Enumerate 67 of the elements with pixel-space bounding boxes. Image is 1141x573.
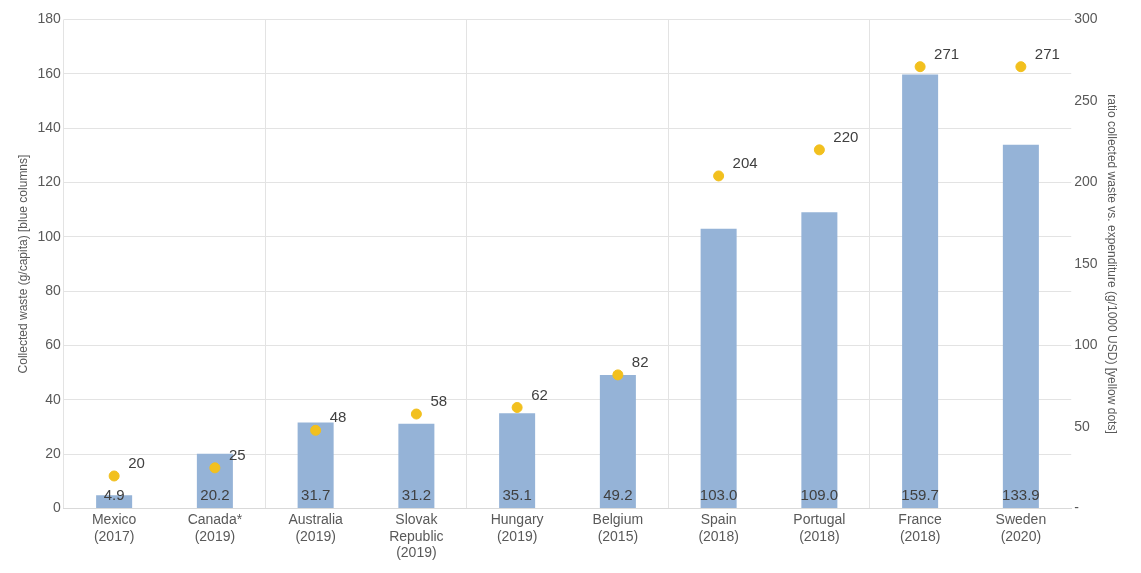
- data-label: 62: [531, 385, 548, 403]
- point: [713, 170, 725, 182]
- data-label: 48: [329, 408, 347, 426]
- y-tick-label: 80: [45, 282, 61, 299]
- bar: [499, 413, 536, 509]
- bar: [1002, 144, 1039, 509]
- y2-tick-label: 200: [1074, 173, 1098, 190]
- data-label: 31.2: [401, 486, 431, 504]
- bar: [700, 228, 737, 509]
- point: [108, 470, 120, 482]
- y2-tick-label: 50: [1074, 417, 1091, 434]
- point: [511, 402, 523, 413]
- x-tick-label: Australia (2019): [288, 510, 344, 544]
- y2-tick-label: -: [1074, 499, 1080, 516]
- x-tick-label: France (2018): [898, 510, 943, 544]
- bar: [801, 212, 838, 509]
- y-tick-label: 140: [37, 118, 61, 135]
- y2-tick-label: 150: [1074, 254, 1098, 271]
- data-label: 20: [128, 454, 145, 472]
- data-label: 271: [1034, 44, 1060, 62]
- y-tick-label: 180: [37, 10, 61, 27]
- data-label: 220: [833, 127, 859, 145]
- bar: [398, 423, 435, 509]
- x-tick-label: Hungary (2019): [490, 510, 544, 544]
- point: [310, 424, 322, 436]
- bar: [902, 74, 939, 509]
- point: [1015, 61, 1027, 73]
- x-tick-label: Portugal (2018): [793, 510, 846, 544]
- data-label: 49.2: [603, 486, 633, 504]
- data-label: 204: [732, 154, 758, 172]
- data-label: 109.0: [800, 486, 839, 504]
- y-tick-label: 60: [45, 336, 61, 353]
- y2-axis-title: ratio collected waste vs. expenditure (g/1000 USD) [yellow dots]: [1105, 94, 1120, 434]
- data-label: 35.1: [502, 486, 532, 504]
- y-tick-label: 120: [37, 173, 61, 190]
- data-label: 4.9: [103, 486, 125, 504]
- y-tick-label: 20: [45, 445, 61, 462]
- y-axis-title: Collected waste (g/capita) [blue columns]: [15, 154, 30, 374]
- point: [209, 462, 221, 474]
- x-tick-label: Spain (2018): [698, 510, 739, 544]
- x-tick-label: Mexico (2017): [91, 510, 137, 544]
- data-label: 271: [934, 44, 960, 62]
- y-tick-label: 40: [45, 390, 61, 407]
- x-tick-label: Belgium (2015): [592, 510, 644, 544]
- y-tick-label: 100: [37, 227, 61, 244]
- point: [612, 369, 624, 381]
- point: [410, 408, 422, 420]
- data-label: 20.2: [200, 486, 230, 504]
- data-label: 82: [631, 353, 649, 371]
- point: [813, 144, 825, 156]
- y2-tick-label: 100: [1074, 336, 1098, 353]
- y2-tick-label: 300: [1074, 10, 1098, 27]
- y-tick-label: 0: [52, 499, 61, 516]
- data-label: 25: [228, 445, 246, 463]
- data-label: 133.9: [1002, 486, 1040, 504]
- y2-tick-label: 250: [1074, 91, 1098, 108]
- x-tick-label: Canada* (2019): [187, 510, 243, 544]
- data-label: 31.7: [301, 486, 331, 504]
- bar: [599, 374, 636, 509]
- x-tick-label: Sweden (2020): [995, 510, 1047, 544]
- data-label: 159.7: [901, 486, 939, 504]
- y-tick-label: 160: [37, 64, 61, 81]
- x-tick-label: Slovak Republic (2019): [389, 510, 444, 561]
- point: [914, 61, 926, 73]
- data-label: 103.0: [699, 486, 738, 504]
- data-label: 58: [430, 392, 448, 410]
- bar: [297, 422, 334, 509]
